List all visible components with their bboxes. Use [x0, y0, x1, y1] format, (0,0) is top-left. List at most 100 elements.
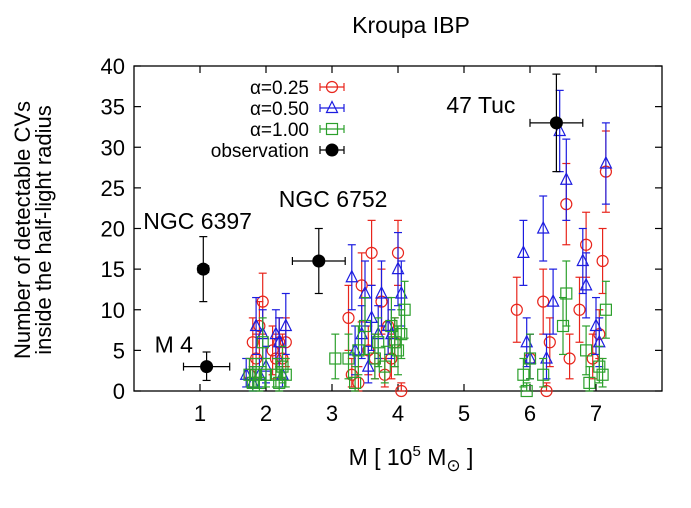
data-marker: [259, 368, 273, 381]
data-point: [365, 284, 379, 351]
data-point: [546, 268, 560, 335]
data-marker: [391, 344, 405, 357]
y-tick-label: 30: [101, 135, 125, 160]
data-point: [358, 296, 372, 356]
data-marker: [398, 303, 411, 316]
data-marker: [579, 344, 593, 357]
error-bar: [598, 357, 607, 388]
data-marker: [196, 262, 210, 276]
x-axis-label-suffix: ]: [461, 444, 474, 470]
y-axis-label: Number of detectable CVs inside the half…: [10, 101, 56, 359]
legend-label: observation: [211, 141, 309, 162]
data-point: [361, 345, 375, 384]
data-marker: [365, 310, 379, 323]
error-bar: [585, 366, 594, 392]
data-marker: [549, 116, 563, 130]
legend-entry: α=0.25: [250, 78, 345, 99]
data-marker: [517, 368, 530, 381]
data-point: [196, 236, 210, 303]
data-marker: [579, 238, 593, 251]
error-bar: [278, 345, 287, 384]
data-marker: [355, 279, 368, 292]
data-marker: [563, 352, 576, 365]
error-bar: [370, 333, 379, 380]
error-bar: [367, 284, 376, 351]
error-bar: [598, 227, 607, 295]
data-marker: [269, 368, 282, 381]
data-point: [276, 345, 289, 384]
error-bar: [565, 333, 574, 380]
data-point: [599, 122, 613, 205]
data-marker: [596, 368, 609, 381]
legend-entry: α=1.00: [250, 120, 345, 141]
data-marker: [365, 246, 378, 259]
data-marker: [312, 254, 326, 268]
x-axis-label-unit: M: [421, 444, 447, 470]
x-axis-label-prefix: M [ 10: [349, 444, 413, 470]
legend-marker: [325, 100, 339, 114]
data-point: [352, 325, 365, 376]
data-marker: [246, 336, 259, 349]
data-marker: [256, 336, 269, 349]
data-marker: [560, 287, 573, 300]
data-point: [395, 382, 408, 398]
x-tick-label: 6: [524, 401, 536, 426]
error-bar: [394, 325, 402, 376]
data-marker: [279, 368, 292, 381]
data-marker: [583, 376, 596, 389]
error-bar: [522, 382, 531, 392]
data-marker: [352, 344, 365, 357]
data-point: [573, 276, 586, 343]
x-tick-label: 1: [194, 401, 206, 426]
error-bar: [592, 296, 600, 356]
data-point: [596, 357, 609, 388]
data-point: [596, 227, 609, 295]
x-axis-label-exponent: 5: [412, 443, 420, 460]
data-marker: [596, 254, 609, 268]
data-marker: [345, 269, 359, 283]
legend-label: α=0.25: [250, 78, 309, 99]
data-marker: [599, 303, 613, 316]
data-point: [279, 357, 292, 388]
legend-label: α=1.00: [250, 120, 309, 141]
data-point: [516, 219, 530, 286]
data-marker: [349, 376, 362, 389]
data-marker: [537, 368, 550, 381]
series-filled-circle: [182, 73, 584, 382]
error-bar: [512, 276, 521, 343]
data-marker: [253, 376, 266, 389]
x-tick-label: 5: [458, 401, 470, 426]
observation-label: NGC 6752: [279, 186, 388, 212]
data-point: [599, 280, 613, 339]
error-bar: [519, 219, 528, 286]
error-bar: [281, 292, 290, 356]
data-marker: [358, 319, 372, 333]
error-bar: [347, 244, 356, 311]
observation-label: NGC 6397: [143, 208, 252, 234]
legend-label: α=0.50: [250, 99, 309, 120]
data-point: [259, 357, 273, 388]
y-tick-label: 10: [101, 298, 125, 323]
data-marker: [200, 360, 214, 374]
data-point: [372, 317, 385, 368]
data-marker: [510, 303, 523, 316]
y-axis-label-line-2: inside the half-light radius: [31, 105, 56, 354]
data-marker: [253, 319, 266, 333]
error-bar: [400, 280, 409, 339]
error-bar: [364, 345, 373, 384]
data-marker: [573, 303, 586, 316]
data-point: [529, 73, 584, 173]
data-point: [559, 138, 573, 221]
y-axis-label-line-1: Number of detectable CVs: [10, 101, 35, 359]
data-point: [378, 345, 391, 384]
observation-label: M 4: [155, 332, 194, 358]
data-marker: [395, 328, 408, 341]
data-marker: [342, 352, 355, 365]
data-point: [560, 260, 573, 327]
data-marker: [516, 245, 530, 258]
error-bar: [601, 122, 610, 205]
data-marker: [593, 360, 606, 373]
y-tick-label: 40: [101, 54, 125, 79]
data-point: [279, 292, 293, 356]
